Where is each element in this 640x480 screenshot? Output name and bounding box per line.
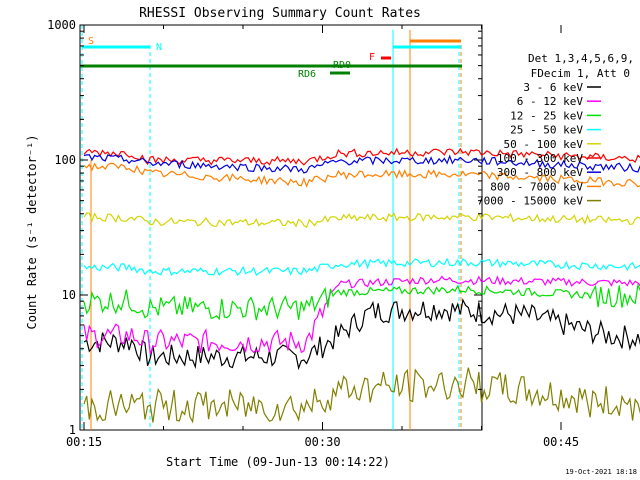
series-line bbox=[83, 298, 640, 371]
x-tick-label: 00:15 bbox=[66, 435, 102, 449]
series-line bbox=[83, 367, 640, 424]
series-line bbox=[83, 154, 640, 174]
legend-header-2: FDecim 1, Att 0 bbox=[531, 67, 630, 80]
timestamp: 19-Oct-2021 18:18 bbox=[565, 468, 637, 476]
y-tick-label: 100 bbox=[54, 153, 76, 167]
legend-label: 100 - 300 keV bbox=[497, 152, 583, 165]
legend-label: 50 - 100 keV bbox=[504, 138, 584, 151]
plot-area: S N RD0 RD6 F bbox=[79, 24, 483, 431]
legend-label: 25 - 50 keV bbox=[510, 124, 583, 137]
legend-label: 12 - 25 keV bbox=[510, 109, 583, 122]
legend-label: 7000 - 15000 keV bbox=[477, 195, 583, 208]
series-line bbox=[83, 147, 640, 166]
series-line bbox=[83, 162, 640, 188]
chart-marks bbox=[83, 147, 640, 424]
series-line bbox=[83, 212, 640, 229]
x-axis-label: Start Time (09-Jun-13 00:14:22) bbox=[166, 455, 390, 469]
legend-header-1: Det 1,3,4,5,6,9, bbox=[528, 52, 634, 65]
legend-label: 300 - 800 keV bbox=[497, 166, 583, 179]
annotation-label: F bbox=[369, 52, 375, 63]
legend-label: 6 - 12 keV bbox=[517, 95, 584, 108]
plot-frame bbox=[79, 24, 483, 431]
y-axis-label: Count Rate (s⁻¹ detector⁻¹) bbox=[25, 134, 39, 329]
annotation-label: RD6 bbox=[298, 69, 316, 80]
y-tick-label: 10 bbox=[62, 288, 76, 302]
series-line bbox=[83, 275, 640, 355]
legend-label: 3 - 6 keV bbox=[523, 81, 583, 94]
annotation-label: S bbox=[88, 36, 94, 47]
axis-ticks: 00:1500:3000:4501:0001:1501:3001:4511010… bbox=[47, 18, 579, 449]
legend-label: 800 - 7000 keV bbox=[490, 180, 583, 193]
chart-title: RHESSI Observing Summary Count Rates bbox=[139, 6, 421, 21]
annotation-label: N bbox=[156, 42, 162, 53]
series-line bbox=[83, 257, 640, 277]
annotation-label: RD0 bbox=[333, 60, 351, 71]
series-line bbox=[83, 283, 640, 321]
x-tick-label: 00:30 bbox=[304, 435, 340, 449]
y-tick-label: 1000 bbox=[47, 18, 76, 32]
y-tick-label: 1 bbox=[69, 423, 76, 437]
x-tick-label: 00:45 bbox=[543, 435, 579, 449]
